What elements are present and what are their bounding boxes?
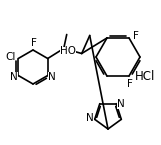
- Text: F: F: [133, 31, 139, 41]
- Text: F: F: [31, 38, 37, 48]
- Text: N: N: [86, 113, 94, 123]
- Text: N: N: [48, 71, 56, 81]
- Text: N: N: [10, 71, 18, 81]
- Text: HO: HO: [60, 47, 76, 57]
- Text: Cl: Cl: [5, 52, 15, 62]
- Text: HCl: HCl: [135, 70, 155, 84]
- Text: N: N: [117, 99, 125, 109]
- Text: F: F: [127, 79, 133, 89]
